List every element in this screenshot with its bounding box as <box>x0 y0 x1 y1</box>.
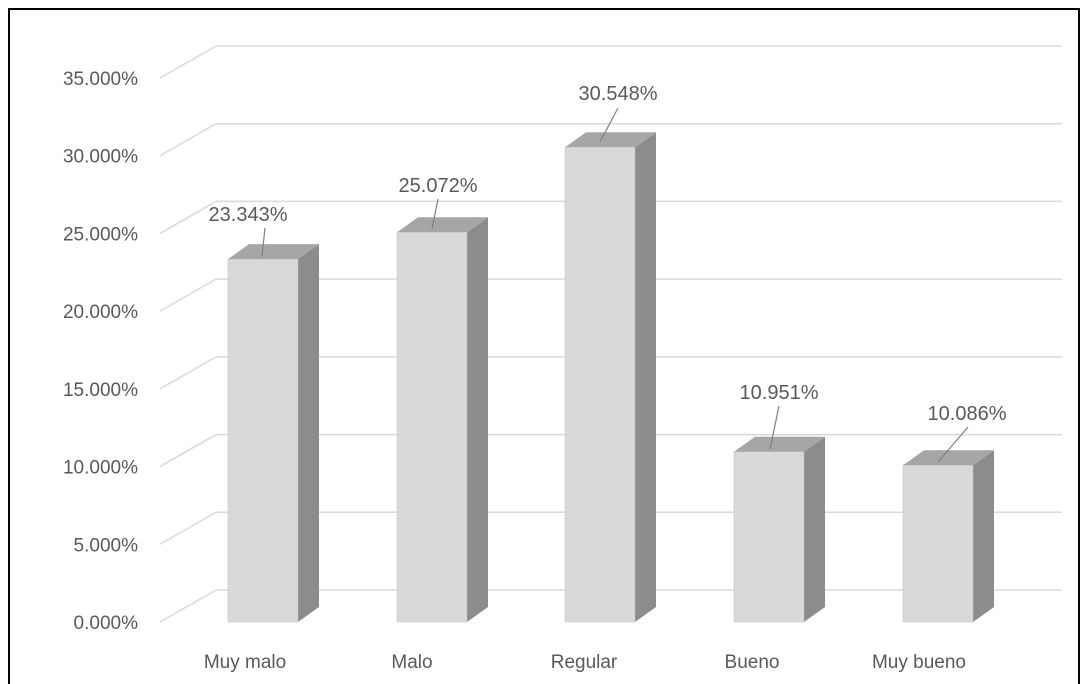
bar <box>396 217 488 623</box>
y-tick-label: 5.000% <box>74 535 139 556</box>
gridline-diagonal <box>159 511 217 545</box>
gridline-diagonal <box>159 200 217 235</box>
bar <box>564 132 656 623</box>
bar-side <box>467 217 488 622</box>
bar-side <box>298 244 319 622</box>
x-tick-label: Muy malo <box>204 652 286 673</box>
data-label: 10.086% <box>928 403 1007 425</box>
gridline-diagonal <box>159 356 217 390</box>
y-tick-label: 25.000% <box>63 224 138 245</box>
y-axis-tick-labels: 0.000% 5.000% 10.000% 15.000% 20.000% 25.000%… <box>63 69 138 634</box>
data-label: 30.548% <box>579 83 658 105</box>
x-axis-tick-labels: Muy malo Malo Regular Bueno Muy bueno <box>204 652 966 673</box>
y-tick-label: 15.000% <box>63 380 138 401</box>
x-tick-label: Bueno <box>725 652 780 673</box>
data-label-leader <box>599 107 619 143</box>
data-label: 10.951% <box>740 382 819 404</box>
data-label-leader <box>261 227 266 257</box>
y-tick-label: 10.000% <box>63 458 138 479</box>
bar-top <box>903 450 994 466</box>
x-tick-label: Muy bueno <box>872 652 966 673</box>
gridline-diagonal <box>159 45 217 79</box>
y-tick-label: 0.000% <box>74 613 139 634</box>
data-label: 25.072% <box>399 175 478 197</box>
data-label-leader <box>769 405 780 450</box>
bar-side <box>804 436 825 622</box>
bar-top <box>734 436 825 452</box>
bar-side <box>635 132 656 623</box>
gridline-diagonal <box>159 278 217 312</box>
bar <box>227 244 319 623</box>
gridline-diagonal <box>159 589 217 623</box>
bar-side <box>973 450 994 622</box>
x-tick-label: Regular <box>551 652 618 673</box>
bar-front <box>227 258 299 623</box>
y-tick-label: 20.000% <box>63 302 138 323</box>
bar-front <box>396 232 468 623</box>
y-tick-label: 30.000% <box>63 147 138 168</box>
bars <box>227 132 994 623</box>
bar-front <box>902 464 974 623</box>
data-label-leader <box>431 198 439 230</box>
data-label-leader <box>937 426 969 463</box>
bar-top <box>565 132 656 148</box>
x-tick-label: Malo <box>391 652 432 673</box>
gridline-diagonal <box>159 433 217 468</box>
data-labels: 23.343% 25.072% 30.548% 10.951% 10.086% <box>209 83 1007 463</box>
chart-frame <box>8 8 1080 684</box>
y-tick-label: 35.000% <box>63 69 138 90</box>
gridline-diagonal <box>159 123 217 157</box>
bar-top <box>228 244 319 260</box>
bar-top <box>397 217 488 233</box>
bar-front <box>564 146 636 623</box>
bar-front <box>733 451 805 623</box>
bar <box>902 450 994 623</box>
bar <box>733 436 825 623</box>
data-label: 23.343% <box>209 204 288 226</box>
